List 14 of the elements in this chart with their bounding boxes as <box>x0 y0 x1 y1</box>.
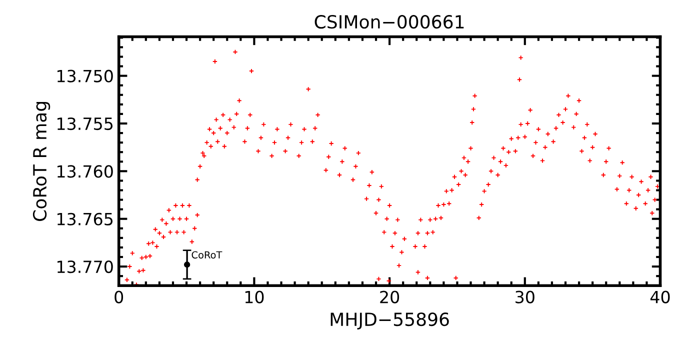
x-tick-label: 10 <box>245 290 264 304</box>
chart-title: CSIMon−000661 <box>314 14 464 29</box>
y-tick-label: 13.760 <box>57 165 113 178</box>
y-tick-label: 13.765 <box>57 212 113 226</box>
y-axis-title: CoRoT R mag <box>32 102 50 221</box>
series-label: CoRoT <box>192 251 222 259</box>
y-tick-label: 13.770 <box>57 260 113 274</box>
x-tick-label: 40 <box>650 290 670 304</box>
x-axis-title: MHJD−55896 <box>330 312 449 330</box>
y-tick-label: 13.755 <box>57 117 113 130</box>
x-tick-label: 30 <box>516 290 534 304</box>
y-tick-label: 13.750 <box>57 70 113 82</box>
x-tick-label: 20 <box>380 290 400 304</box>
x-tick-label: 0 <box>114 290 124 304</box>
